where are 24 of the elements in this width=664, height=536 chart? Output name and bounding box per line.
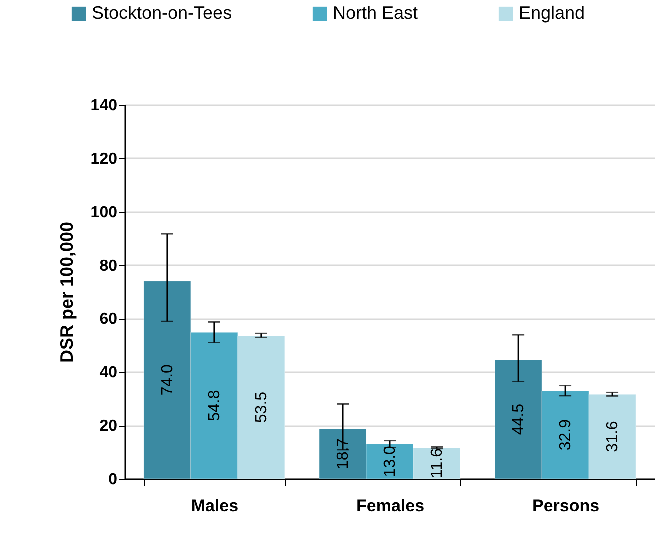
y-tick-label: 80 bbox=[100, 258, 118, 275]
y-axis-title: DSR per 100,000 bbox=[56, 222, 77, 364]
y-tick-label: 60 bbox=[100, 311, 118, 328]
x-tick-label: Persons bbox=[532, 496, 600, 516]
data-label: 32.9 bbox=[558, 419, 575, 451]
legend-label: North East bbox=[333, 3, 418, 23]
data-label: 44.5 bbox=[510, 404, 528, 436]
y-tick-label: 100 bbox=[90, 204, 118, 222]
legend-label: England bbox=[519, 3, 586, 23]
y-tick-label: 40 bbox=[100, 364, 118, 382]
data-label: 18.7 bbox=[335, 438, 352, 470]
data-label: 11.6 bbox=[428, 448, 446, 478]
x-tick-label: Females bbox=[356, 496, 425, 516]
y-tick-label: 120 bbox=[90, 150, 118, 168]
data-label: 54.8 bbox=[206, 390, 224, 422]
legend-label: Stockton-on-Tees bbox=[92, 3, 232, 23]
y-tick-label: 0 bbox=[108, 472, 118, 488]
data-label: 31.6 bbox=[604, 421, 622, 452]
x-tick-label: Males bbox=[191, 496, 239, 516]
data-label: 53.5 bbox=[253, 392, 270, 424]
data-label: 74.0 bbox=[159, 364, 176, 396]
y-tick-label: 20 bbox=[100, 418, 118, 436]
data-label: 13.0 bbox=[382, 446, 399, 478]
y-tick-label: 140 bbox=[90, 98, 118, 114]
